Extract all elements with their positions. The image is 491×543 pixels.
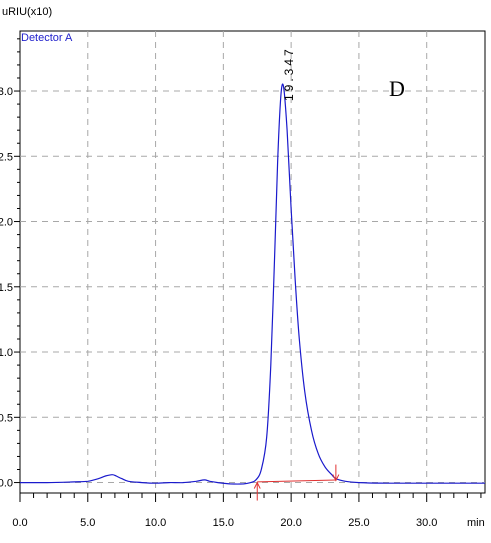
y-tick-label: 0.0 <box>0 478 13 490</box>
plot-area-frame <box>19 30 486 494</box>
integration-markers <box>253 464 340 501</box>
y-tick-labels: 0.0 0.5 1.0 1.5 2.0 2.5 3.0 <box>0 86 13 490</box>
x-tick-label: 20.0 <box>280 517 301 529</box>
integration-start-arrowhead <box>253 481 261 489</box>
x-tick-label: 5.0 <box>80 517 95 529</box>
series-line-detector-a <box>19 83 485 485</box>
peak-retention-time-label: 19.347 <box>282 46 296 101</box>
x-tick-label: 0.0 <box>12 517 27 529</box>
axis-ticks <box>14 38 482 502</box>
grid-lines <box>20 31 485 493</box>
x-unit-label: min <box>467 517 485 529</box>
series-name-label: Detector A <box>21 32 73 44</box>
series-layer <box>19 83 485 485</box>
y-tick-label: 1.5 <box>0 282 13 294</box>
integration-end-arrowhead <box>332 474 340 482</box>
x-tick-label: 25.0 <box>348 517 369 529</box>
y-tick-label: 0.5 <box>0 412 13 424</box>
panel-letter: D <box>389 76 405 101</box>
integration-baseline-line <box>257 479 336 483</box>
integration-baseline <box>257 479 336 483</box>
y-tick-label: 2.0 <box>0 217 13 229</box>
x-tick-label: 30.0 <box>416 517 437 529</box>
x-tick-label: 15.0 <box>213 517 234 529</box>
y-tick-label: 2.5 <box>0 151 13 163</box>
y-tick-label: 1.0 <box>0 347 13 359</box>
y-tick-label: 3.0 <box>0 86 13 98</box>
y-unit-label: uRIU(x10) <box>2 6 52 18</box>
x-tick-labels: 0.0 5.0 10.0 15.0 20.0 25.0 30.0 <box>12 517 437 529</box>
x-tick-label: 10.0 <box>145 517 166 529</box>
